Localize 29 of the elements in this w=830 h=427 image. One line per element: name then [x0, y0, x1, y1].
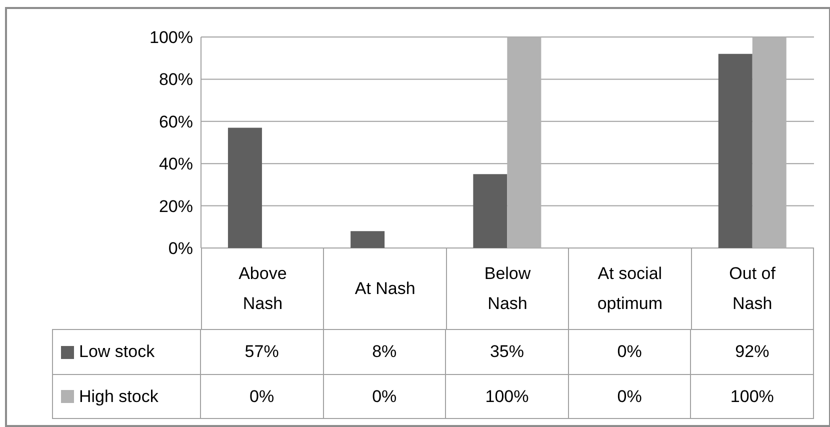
data-label: 0%: [324, 375, 446, 418]
data-label: 8%: [324, 330, 446, 374]
y-tick-label: 40%: [158, 154, 193, 174]
x-tick-label: Below Nash: [483, 262, 532, 314]
bar: [473, 174, 508, 248]
data-label: 35%: [446, 330, 569, 374]
data-label: 0%: [568, 375, 692, 418]
x-tick-label: Out of Nash: [728, 262, 776, 314]
legend-label: Low stock: [79, 342, 155, 362]
x-tick-label: At Nash: [354, 278, 416, 300]
bar: [507, 37, 542, 248]
x-tick-label: Above Nash: [238, 262, 288, 314]
y-tick-label: 80%: [158, 70, 193, 90]
y-tick-label: 20%: [158, 196, 193, 216]
data-label: 100%: [691, 375, 814, 418]
data-label: 57%: [201, 330, 324, 374]
data-label: 0%: [201, 375, 324, 418]
y-tick-label: 60%: [158, 112, 193, 132]
data-label: 92%: [691, 330, 814, 374]
bar: [752, 37, 786, 248]
bar: [350, 231, 385, 248]
y-tick-label: 100%: [150, 28, 193, 48]
bar: [228, 128, 262, 248]
data-label: 100%: [446, 375, 569, 418]
x-tick-label: At social optimum: [596, 262, 664, 314]
y-tick-label: 0%: [168, 239, 193, 258]
bar: [718, 54, 752, 248]
legend-label: High stock: [79, 386, 158, 406]
data-label: 0%: [568, 330, 692, 374]
